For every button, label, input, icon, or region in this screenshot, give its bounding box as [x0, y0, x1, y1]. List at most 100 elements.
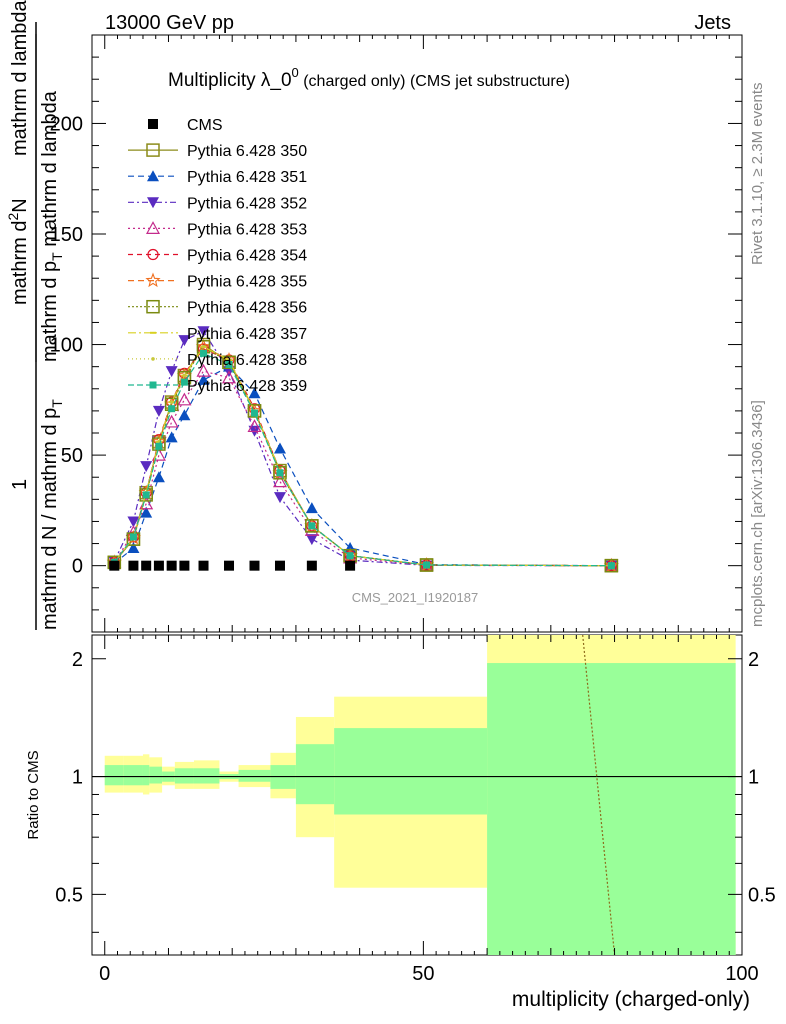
series-point-6 [176, 367, 193, 383]
legend-marker-10 [149, 381, 157, 389]
ratio-band-inner-0 [104, 765, 124, 786]
series-point-0 [166, 560, 177, 571]
plot-title: Multiplicity λ_00 (charged only) (CMS je… [168, 65, 570, 91]
series-point-9 [182, 373, 187, 378]
series-point-7 [139, 488, 153, 502]
series-point-4 [177, 392, 192, 406]
series-point-10 [423, 561, 431, 569]
series-point-0 [109, 560, 120, 571]
series-point-4 [272, 474, 288, 488]
series-point-10 [251, 409, 258, 417]
y-tick-label-ratio-right: 0.5 [748, 884, 776, 906]
y-tick-label-ratio: 1 [72, 767, 83, 789]
series-point-2 [165, 431, 178, 443]
series-point-10 [200, 349, 208, 357]
ratio-band-inner-3 [149, 766, 163, 784]
series-point-10 [142, 491, 150, 499]
legend-marker-5 [147, 248, 159, 261]
series-4 [107, 363, 619, 572]
y-tick-label-main: 0 [72, 556, 83, 578]
legend-marker-3 [147, 197, 159, 209]
legend-label-10: Pythia 6.428 359 [187, 378, 307, 395]
legend-label-1: Pythia 6.428 350 [187, 143, 307, 160]
main-plot-frame [91, 34, 743, 633]
series-point-3 [165, 366, 178, 378]
axis-ticks: 0 50 100 150 200 0 50 100 0.5 0.5 1 1 2 2 [50, 34, 776, 985]
series-line-10 [113, 352, 612, 567]
series-point-10 [168, 405, 176, 413]
series-point-7 [247, 404, 262, 418]
y-tick-label-main: 100 [50, 335, 83, 357]
series-point-7 [273, 466, 287, 480]
x-axis-label: multiplicity (charged-only) [512, 988, 750, 1011]
series-point-2 [127, 541, 140, 553]
legend-label-6: Pythia 6.428 355 [187, 274, 307, 291]
series-point-2 [197, 373, 210, 385]
series-1 [107, 337, 619, 573]
legend-marker-4 [145, 221, 161, 234]
x-tick-label: 50 [412, 963, 434, 985]
series-point-10 [155, 442, 163, 450]
analysis-watermark: CMS_2021_I1920187 [352, 590, 479, 605]
legend: CMS Pythia 6.428 350 Pythia 6.428 351 Pythi… [128, 117, 307, 395]
data-series [106, 326, 619, 573]
series-point-3 [140, 461, 153, 473]
series-point-3 [127, 516, 140, 528]
y-tick-label-ratio-right: 1 [748, 767, 759, 789]
series-point-2 [152, 471, 165, 483]
ratio-model-line [582, 634, 616, 956]
series-10 [110, 349, 615, 570]
legend-label-9: Pythia 6.428 358 [187, 352, 307, 369]
legend-marker-0 [148, 119, 158, 129]
y-label-lambda: mathrm d lambda [9, 0, 31, 156]
legend-label-8: Pythia 6.428 357 [187, 326, 307, 343]
series-point-10 [607, 562, 615, 570]
legend-marker-9 [151, 357, 155, 361]
ratio-plot-frame [91, 634, 743, 956]
legend-marker-7 [146, 299, 160, 314]
category-label: Jets [694, 12, 731, 34]
y-tick-label-main: 200 [50, 113, 83, 135]
series-point-0 [345, 560, 356, 571]
legend-label-5: Pythia 6.428 354 [187, 248, 307, 265]
series-point-3 [178, 335, 191, 347]
series-point-4 [221, 370, 237, 384]
mcplots-reference-text: mcplots.cern.ch [arXiv:1306.3436] [749, 400, 766, 627]
legend-marker-1 [146, 143, 160, 157]
series-point-3 [152, 405, 165, 417]
series-point-2 [140, 506, 153, 518]
series-line-8 [113, 346, 612, 567]
series-point-10 [276, 469, 284, 477]
series-point-7 [152, 437, 166, 451]
y-label-big-denominator: mathrm d pT mathrm d lambda [39, 90, 65, 362]
series-point-4 [196, 363, 211, 377]
y-tick-label-ratio: 2 [72, 649, 83, 671]
ratio-band-inner-8 [238, 769, 271, 782]
legend-label-7: Pythia 6.428 356 [187, 300, 307, 317]
energy-label: 13000 GeV pp [105, 12, 234, 34]
series-point-4 [164, 414, 179, 428]
series-point-2 [305, 502, 318, 514]
rivet-version-text: Rivet 3.1.10, ≥ 2.3M events [749, 83, 766, 266]
ratio-bands [104, 635, 736, 955]
series-point-10 [129, 533, 137, 541]
series-2 [108, 360, 618, 571]
series-point-10 [308, 522, 316, 530]
ratio-band-inner-2 [142, 765, 150, 786]
series-3 [108, 326, 618, 572]
series-line-4 [113, 370, 612, 567]
series-point-7 [305, 519, 319, 533]
series-point-9 [201, 344, 206, 349]
series-point-3 [305, 534, 318, 546]
y-label-denominator: mathrm d N / mathrm d pT [39, 399, 65, 630]
legend-label-3: Pythia 6.428 352 [187, 195, 307, 212]
ratio-band-inner-12 [487, 663, 736, 955]
series-point-0 [224, 560, 235, 571]
ratio-band-inner-6 [193, 768, 220, 784]
legend-marker-2 [147, 170, 159, 182]
y-label-one: 1 [9, 479, 31, 490]
series-point-0 [141, 560, 152, 571]
y-tick-label-main: 150 [50, 224, 83, 246]
series-point-0 [198, 560, 209, 571]
